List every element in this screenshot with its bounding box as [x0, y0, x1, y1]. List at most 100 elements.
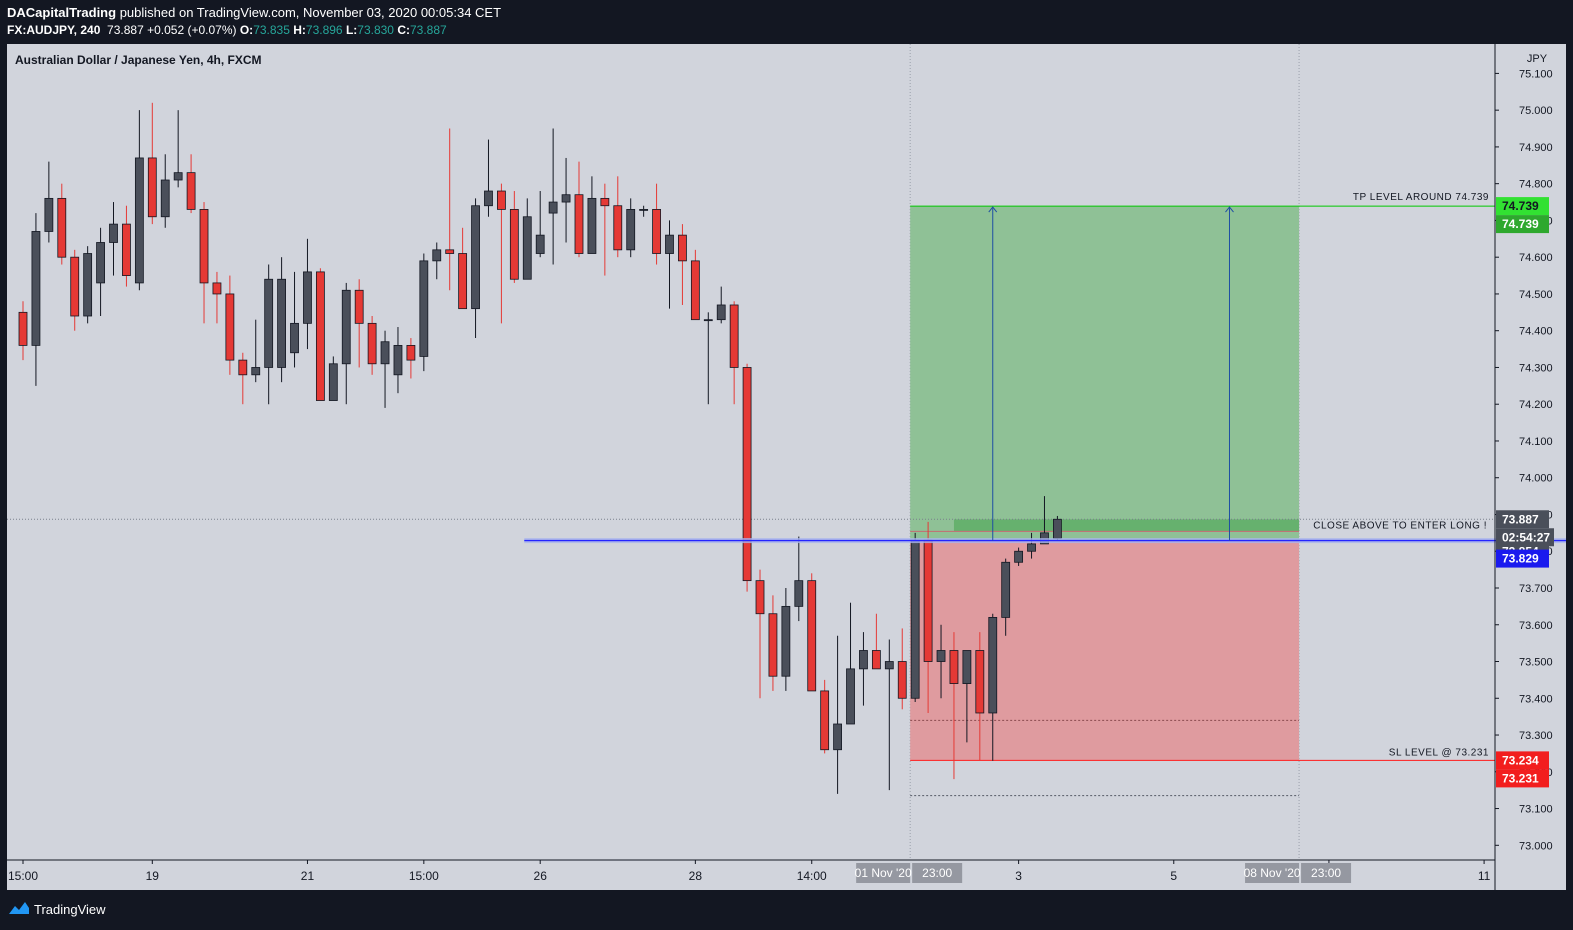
- low-label: L:: [345, 23, 358, 37]
- publisher-name[interactable]: DACapitalTrading: [7, 5, 117, 20]
- candle-body: [160, 179, 170, 218]
- candle-body: [264, 278, 274, 368]
- candle-body: [897, 661, 907, 699]
- candle-body: [341, 289, 351, 365]
- candle-body: [471, 205, 480, 310]
- candle-body: [432, 249, 442, 262]
- sl-price-label: 73.234: [1502, 753, 1539, 767]
- candle-body: [290, 322, 299, 354]
- price-tick-label: 74.300: [1519, 362, 1553, 374]
- sl-price-label-2-bg: [1496, 769, 1549, 788]
- published-text: published on TradingView.com, November 0…: [119, 5, 502, 20]
- chart-area[interactable]: TP LEVEL AROUND 74.739 CLOSE ABOVE TO ENT…: [7, 44, 1566, 890]
- close-value: 73.887: [410, 23, 447, 37]
- candle-body: [18, 311, 28, 346]
- price-tick-label: 74.400: [1519, 326, 1553, 338]
- publisher-line: DACapitalTrading published on TradingVie…: [7, 5, 501, 20]
- candle-body: [1014, 550, 1024, 563]
- candle-body: [277, 278, 287, 368]
- target-arrow-head: [988, 206, 998, 213]
- time-tick-label: 15:00: [8, 869, 38, 883]
- time-tick-label: 5: [1170, 869, 1177, 883]
- candle-body: [83, 253, 93, 317]
- sl-annotation: SL LEVEL @ 73.231: [1389, 747, 1489, 758]
- candle-body: [354, 289, 364, 324]
- candle-body: [703, 319, 713, 322]
- time-tick-label: 11: [1478, 869, 1491, 883]
- entry-annotation: CLOSE ABOVE TO ENTER LONG !: [1313, 520, 1487, 531]
- candle-body: [988, 617, 998, 714]
- countdown-label: 02:54:27: [1502, 530, 1550, 544]
- price-tick-label: 73.500: [1519, 657, 1553, 669]
- candle-body: [212, 282, 222, 295]
- low-value: 73.830: [357, 23, 394, 37]
- candle-body: [574, 194, 584, 254]
- candle-body: [923, 539, 933, 662]
- candle-body: [716, 304, 726, 321]
- price-tick-label: 74.600: [1519, 252, 1553, 264]
- candle-body: [238, 359, 248, 376]
- high-value: 73.896: [305, 23, 343, 37]
- candle-body: [484, 190, 493, 207]
- price-tick-label: 74.900: [1519, 142, 1553, 154]
- candle-body: [509, 209, 519, 280]
- time-tick-label: 21: [301, 869, 315, 883]
- price-tick-label: 75.000: [1519, 105, 1553, 117]
- candle-body: [949, 650, 959, 684]
- open-value: 73.835: [253, 23, 290, 37]
- candle-body: [820, 690, 830, 751]
- tp-price-label-bg: [1496, 197, 1549, 216]
- price-tick-label: 73.000: [1519, 840, 1553, 852]
- countdown-label-bg: [1496, 528, 1554, 547]
- ohlc-line: FX:AUDJPY, 240 73.887 +0.052 (+0.07%) O:…: [7, 23, 447, 37]
- entry-price-label: 73.829: [1502, 552, 1539, 566]
- price-tick-label: 73.400: [1519, 693, 1553, 705]
- candle-body: [962, 650, 972, 684]
- candle-body: [419, 260, 429, 357]
- price-tick-label: 74.100: [1519, 436, 1553, 448]
- candlestick-chart[interactable]: TP LEVEL AROUND 74.739 CLOSE ABOVE TO ENT…: [7, 44, 1566, 890]
- footer-bar: TradingView: [0, 890, 1573, 930]
- candle-body: [251, 367, 261, 376]
- candle-body: [1027, 543, 1036, 552]
- candle-body: [846, 668, 855, 725]
- price-tick-label: 73.600: [1519, 620, 1553, 632]
- sl-price-label-bg: [1496, 751, 1549, 770]
- candle-body: [781, 605, 791, 677]
- candle-body: [600, 197, 610, 207]
- candle-body: [57, 197, 67, 258]
- candle-body: [639, 209, 649, 211]
- candle-body: [199, 209, 209, 284]
- open-label: O:: [239, 23, 254, 37]
- tp-price-label-2-bg: [1496, 215, 1549, 234]
- symbol: FX:AUDJPY, 240: [7, 23, 101, 37]
- candle-body: [134, 157, 144, 284]
- candle-body: [1053, 518, 1062, 539]
- candle-body: [147, 157, 157, 218]
- tp-annotation: TP LEVEL AROUND 74.739: [1353, 192, 1489, 203]
- candle-body: [186, 172, 196, 210]
- end-date-label: 08 Nov '20: [1244, 866, 1301, 880]
- tp-price-label: 74.739: [1502, 199, 1539, 213]
- candle-body: [665, 234, 674, 254]
- tradingview-brand[interactable]: TradingView: [34, 902, 106, 917]
- candle-body: [1001, 561, 1011, 618]
- candle-body: [742, 367, 752, 582]
- price-tick-label: 73.300: [1519, 730, 1553, 742]
- candle-body: [328, 363, 338, 401]
- candle-body: [652, 209, 661, 254]
- candle-body: [807, 580, 817, 692]
- price-tick-label: 74.500: [1519, 289, 1553, 301]
- candle-body: [31, 231, 41, 346]
- last-price: 73.887: [107, 23, 144, 37]
- end-date-label-bg: [1245, 863, 1300, 883]
- take-profit-zone: [910, 206, 1300, 541]
- candle-body: [225, 293, 235, 361]
- tradingview-logo-icon[interactable]: [7, 900, 31, 918]
- price-tick-label: 73.100: [1519, 804, 1553, 816]
- time-tick-label: 15:00: [409, 869, 439, 883]
- header-bar: DACapitalTrading published on TradingVie…: [0, 0, 1573, 44]
- price-change: +0.052 (+0.07%): [147, 23, 237, 37]
- currency-label: JPY: [1527, 53, 1548, 65]
- candle-body: [910, 539, 920, 699]
